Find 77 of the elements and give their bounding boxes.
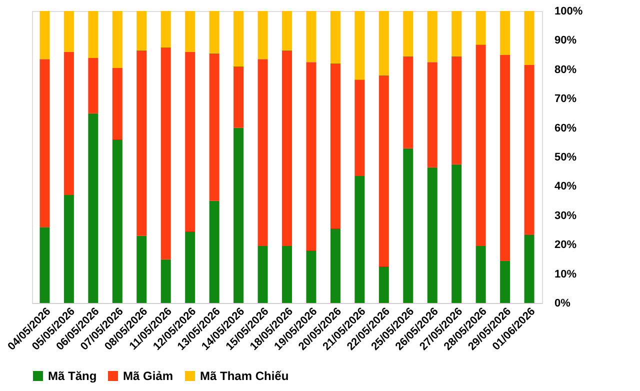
bar <box>500 54 510 261</box>
bar <box>112 68 122 140</box>
bar <box>258 246 268 303</box>
bar <box>64 194 74 303</box>
bar <box>524 11 534 66</box>
bar <box>306 250 316 303</box>
y-tick-label: 0% <box>554 298 571 310</box>
bar <box>500 11 510 55</box>
bar <box>476 246 486 303</box>
y-tick-label: 50% <box>554 152 577 164</box>
bar <box>476 44 486 246</box>
bar <box>282 50 292 246</box>
bar <box>185 52 196 232</box>
bar <box>112 139 122 303</box>
bar <box>330 228 340 303</box>
bar <box>378 266 389 303</box>
bar <box>160 259 171 303</box>
bar <box>452 11 462 56</box>
bar <box>209 11 220 54</box>
bar <box>258 59 268 246</box>
bar <box>112 11 122 68</box>
bar <box>88 11 98 58</box>
bar <box>209 53 220 201</box>
bar <box>524 234 534 303</box>
y-tick-label: 10% <box>554 268 577 280</box>
bar <box>136 236 147 303</box>
bar <box>136 50 147 236</box>
bar <box>40 59 50 228</box>
bar <box>185 11 196 52</box>
bar <box>500 260 510 303</box>
bar <box>282 246 292 303</box>
y-tick-label: 70% <box>554 93 577 106</box>
bar <box>354 11 365 80</box>
bar <box>354 80 365 176</box>
y-tick-label: 30% <box>554 210 577 222</box>
bar <box>88 113 98 303</box>
bar <box>40 227 50 303</box>
bar <box>234 11 244 66</box>
bar <box>330 11 340 64</box>
y-tick-label: 90% <box>554 34 577 47</box>
bar <box>452 164 462 303</box>
bar <box>64 11 74 52</box>
bar <box>452 56 462 164</box>
bar <box>40 11 50 60</box>
legend-label: Mã Tăng <box>48 369 97 383</box>
bar <box>524 65 534 234</box>
y-tick-label: 60% <box>554 122 577 134</box>
bar <box>403 11 414 56</box>
bar <box>306 62 316 250</box>
bar <box>209 200 220 303</box>
bar <box>427 62 438 168</box>
bar <box>403 148 414 303</box>
bar <box>234 128 244 303</box>
bar <box>258 11 268 60</box>
y-tick-label: 100% <box>554 6 583 18</box>
bar <box>160 48 171 260</box>
bar <box>354 176 365 303</box>
bar <box>185 231 196 303</box>
bar <box>378 11 389 76</box>
bar <box>306 11 316 62</box>
bar <box>234 66 244 128</box>
bar <box>160 11 171 48</box>
y-tick-label: 20% <box>554 239 577 252</box>
bar <box>427 11 438 62</box>
y-tick-label: 80% <box>554 64 577 76</box>
bar <box>88 58 98 114</box>
legend-label: Mã Tham Chiếu <box>200 369 289 383</box>
bar <box>282 11 292 50</box>
y-tick-label: 40% <box>554 180 577 193</box>
bar <box>136 11 147 50</box>
bar <box>330 64 340 229</box>
bar <box>378 75 389 266</box>
bar <box>427 167 438 303</box>
bar <box>403 56 414 148</box>
bar <box>64 52 74 195</box>
bar <box>476 11 486 45</box>
legend-label: Mã Giảm <box>123 369 174 383</box>
